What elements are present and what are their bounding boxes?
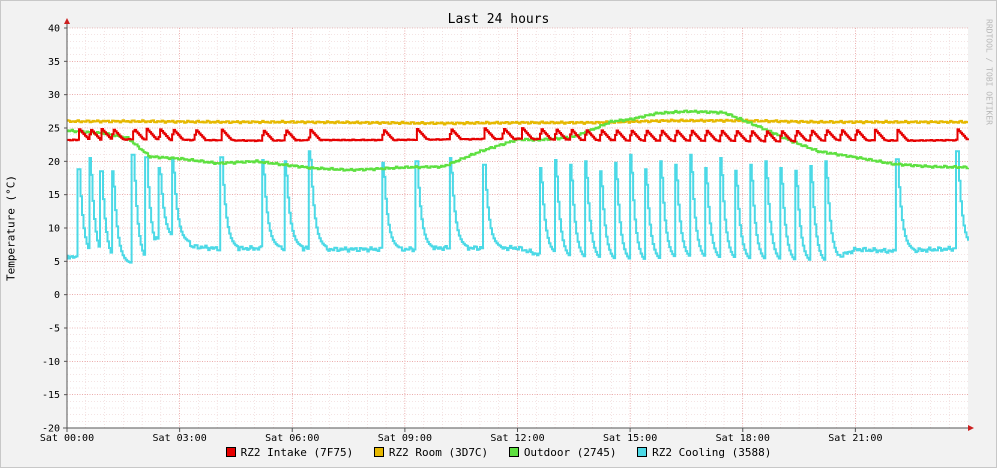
y-tick-label: 30 — [48, 90, 60, 101]
x-axis-arrow — [968, 425, 974, 431]
legend-swatch-cooling — [637, 447, 648, 457]
y-tick-label: -10 — [42, 357, 60, 368]
series-line-3 — [67, 150, 969, 264]
series-line-1 — [67, 118, 968, 126]
legend-swatch-outdoor — [508, 447, 519, 457]
rrdtool-watermark: RRDTOOL / TOBI OETIKER — [984, 19, 994, 125]
y-tick-label: -20 — [42, 424, 60, 435]
x-tick-label: Sat 21:00 — [828, 433, 882, 444]
y-tick-label: 10 — [48, 224, 60, 235]
legend-label-cooling: RZ2 Cooling (3588) — [652, 446, 772, 459]
legend-item-intake: RZ2 Intake (7F75) — [225, 446, 354, 459]
y-tick-label: 35 — [48, 57, 60, 68]
x-tick-label: Sat 03:00 — [153, 433, 207, 444]
x-tick-labels: Sat 00:00 Sat 03:00 Sat 06:00 Sat 09:00 Sat … — [40, 428, 882, 444]
y-tick-label: -5 — [48, 324, 60, 335]
legend-label-intake: RZ2 Intake (7F75) — [240, 446, 354, 459]
grid — [67, 27, 968, 429]
y-tick-label: -15 — [42, 390, 60, 401]
legend-item-cooling: RZ2 Cooling (3588) — [637, 446, 771, 459]
x-tick-label: Sat 18:00 — [716, 433, 770, 444]
y-tick-label: 5 — [54, 257, 60, 268]
legend-swatch-intake — [225, 447, 236, 457]
legend-label-room: RZ2 Room (3D7C) — [388, 446, 489, 459]
legend-item-outdoor: Outdoor (2745) — [508, 446, 617, 459]
series-line-0 — [67, 127, 969, 143]
y-axis-arrow — [64, 18, 70, 24]
x-tick-label: Sat 09:00 — [378, 433, 432, 444]
x-tick-label: Sat 00:00 — [40, 433, 94, 444]
x-tick-label: Sat 15:00 — [603, 433, 657, 444]
x-tick-label: Sat 06:00 — [265, 433, 319, 444]
series-layer — [67, 109, 969, 264]
y-tick-label: 20 — [48, 157, 60, 168]
y-tick-label: 25 — [48, 124, 60, 135]
legend-item-room: RZ2 Room (3D7C) — [373, 446, 489, 459]
y-axis-label: Temperature (°C) — [4, 175, 18, 281]
legend-label-outdoor: Outdoor (2745) — [523, 446, 617, 459]
y-tick-label: 40 — [48, 24, 60, 35]
legend-swatch-room — [373, 447, 384, 457]
y-tick-labels: 40 35 30 25 20 15 10 5 0 -5 -10 -15 -20 — [42, 24, 67, 435]
y-tick-label: 15 — [48, 190, 60, 201]
x-tick-label: Sat 12:00 — [490, 433, 544, 444]
chart-title: Last 24 hours — [447, 12, 550, 27]
legend: RZ2 Intake (7F75) RZ2 Room (3D7C) Outdoo… — [0, 446, 997, 459]
y-tick-label: 0 — [54, 290, 60, 301]
